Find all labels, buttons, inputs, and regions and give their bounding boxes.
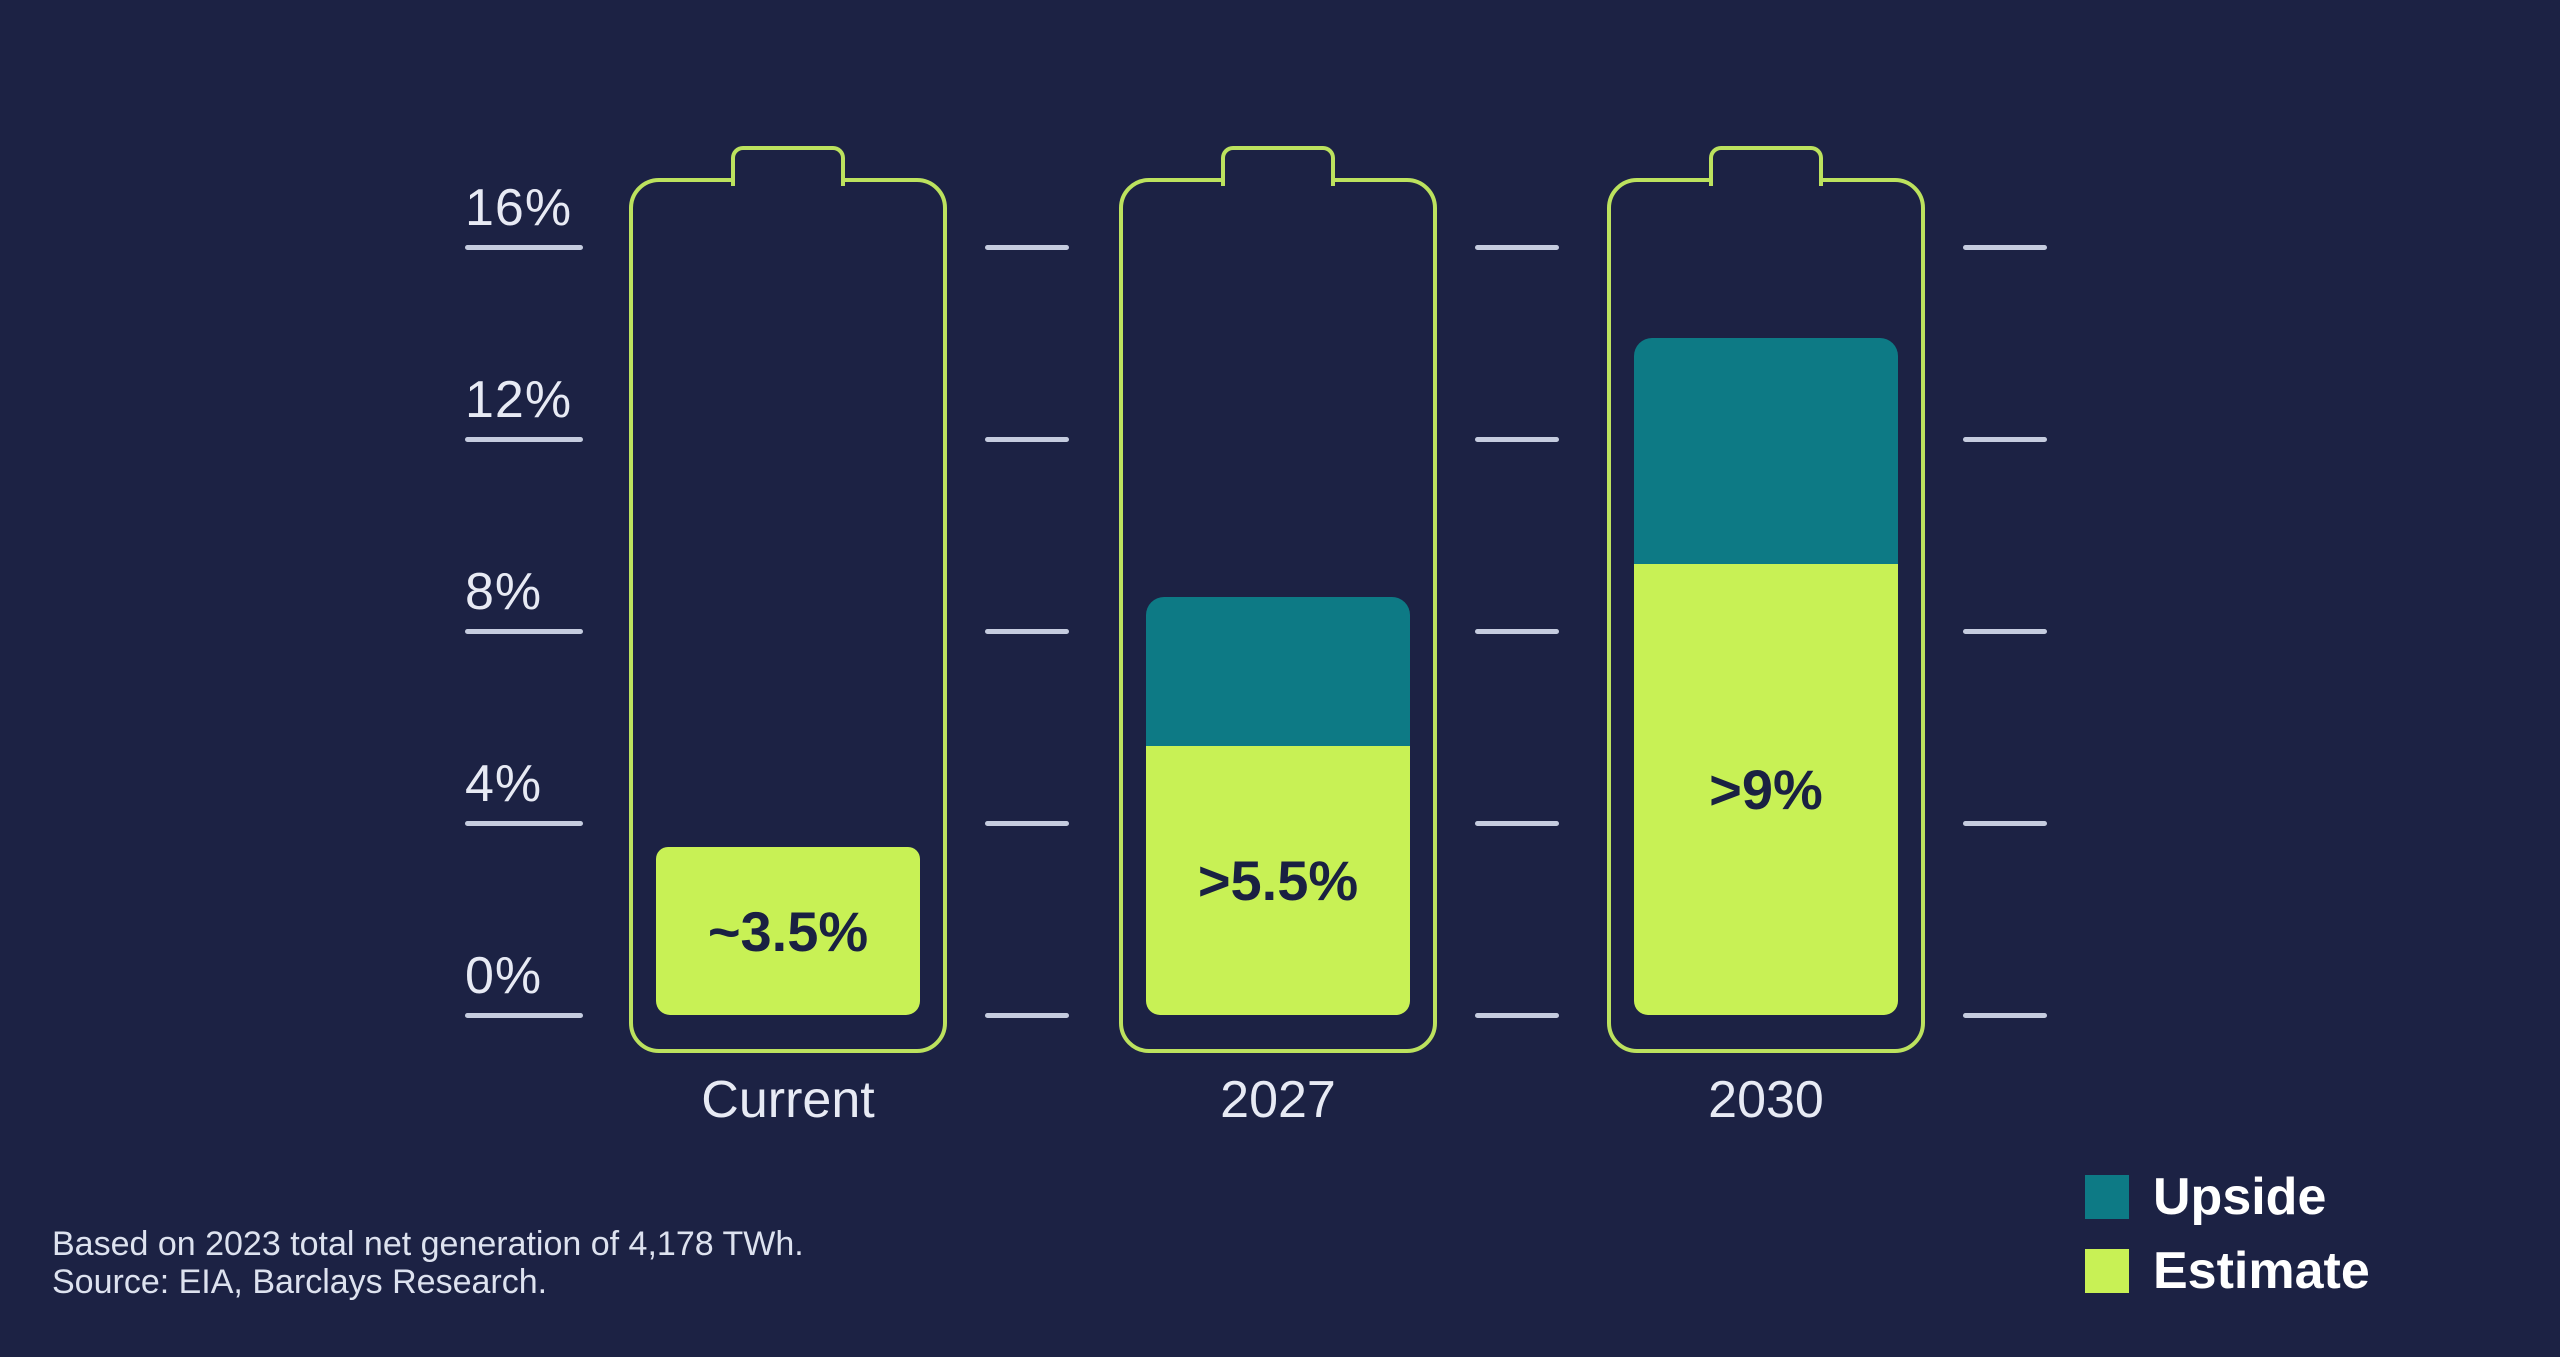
grid-dash xyxy=(1963,437,2047,442)
battery-cap-icon xyxy=(1221,146,1335,186)
legend-label-estimate: Estimate xyxy=(2153,1242,2370,1300)
x-category-label: 2030 xyxy=(1708,1071,1824,1129)
y-tick-line xyxy=(465,629,583,634)
grid-dash xyxy=(1475,1013,1559,1018)
bar-value-label: >9% xyxy=(1709,757,1823,821)
footnote-basis: Based on 2023 total net generation of 4,… xyxy=(52,1225,804,1263)
grid-dash xyxy=(1963,1013,2047,1018)
y-tick-label: 8% xyxy=(465,563,543,621)
y-tick-label: 16% xyxy=(465,179,573,237)
upside-segment xyxy=(1146,597,1410,747)
grid-dash xyxy=(1475,245,1559,250)
grid-dash xyxy=(1963,821,2047,826)
grid-dash xyxy=(985,1013,1069,1018)
x-category-label: 2027 xyxy=(1220,1071,1336,1129)
grid-dash xyxy=(1475,821,1559,826)
estimate-segment xyxy=(1634,563,1898,1015)
y-tick-label: 12% xyxy=(465,371,573,429)
y-tick-line xyxy=(465,437,583,442)
grid-dash xyxy=(985,437,1069,442)
grid-dash xyxy=(1475,629,1559,634)
battery-cap-icon xyxy=(1709,146,1823,186)
battery-cap-icon xyxy=(731,146,845,186)
y-tick-line xyxy=(465,245,583,250)
grid-dash xyxy=(985,821,1069,826)
y-tick-line xyxy=(465,1013,583,1018)
estimate-swatch-icon xyxy=(2085,1249,2129,1293)
y-tick-label: 0% xyxy=(465,947,543,1005)
grid-dash xyxy=(1963,245,2047,250)
grid-dash xyxy=(1475,437,1559,442)
upside-swatch-icon xyxy=(2085,1175,2129,1219)
grid-dash xyxy=(985,629,1069,634)
grid-dash xyxy=(985,245,1069,250)
upside-segment xyxy=(1634,338,1898,564)
grid-dash xyxy=(1963,629,2047,634)
estimate-segment xyxy=(1146,746,1410,1015)
x-category-label: Current xyxy=(701,1071,875,1129)
legend-item-upside: Upside xyxy=(2085,1168,2327,1226)
bar-value-label: >5.5% xyxy=(1197,849,1359,913)
y-tick-label: 4% xyxy=(465,755,543,813)
legend-item-estimate: Estimate xyxy=(2085,1242,2370,1300)
footnote-source: Source: EIA, Barclays Research. xyxy=(52,1263,548,1301)
y-tick-line xyxy=(465,821,583,826)
bar-value-label: ~3.5% xyxy=(707,899,869,963)
estimate-segment xyxy=(656,847,920,1015)
legend-label-upside: Upside xyxy=(2153,1168,2327,1226)
